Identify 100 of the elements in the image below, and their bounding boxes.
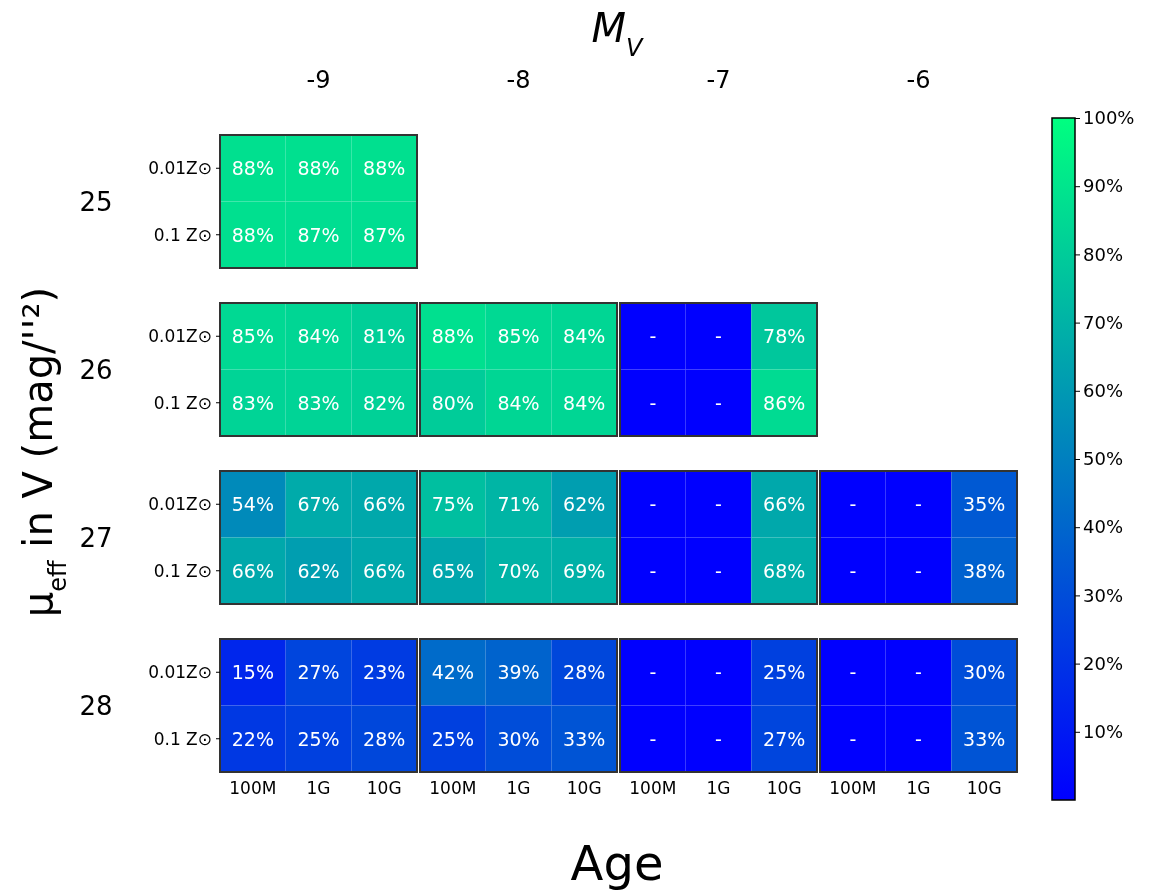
data-label: 80%	[431, 391, 474, 414]
data-label: 84%	[297, 325, 340, 348]
x2-axis-title: M$_{V}$	[591, 5, 645, 62]
x-tick-label: 1G	[906, 778, 931, 798]
data-label: 33%	[563, 727, 606, 750]
data-label: 75%	[431, 493, 474, 516]
data-label: -	[715, 493, 722, 516]
data-label: 70%	[497, 559, 540, 582]
color-bar-label: 100%	[1083, 107, 1135, 129]
data-label: 27%	[297, 661, 340, 684]
x-tick-label: 100M	[429, 778, 477, 798]
data-label: 83%	[297, 391, 340, 414]
data-label: 39%	[497, 661, 540, 684]
color-bar-label: 70%	[1083, 311, 1124, 333]
x-tick-label: 1G	[306, 778, 331, 798]
y-tick-label: 0.01Z⊙	[148, 662, 212, 683]
data-label: 88%	[363, 157, 406, 180]
data-label: -	[715, 727, 722, 750]
data-label: -	[649, 559, 657, 582]
data-label: 83%	[231, 391, 274, 414]
color-bar-label: 80%	[1083, 243, 1124, 265]
y-tick-label: 0.1 Z⊙	[153, 560, 212, 581]
data-label: 30%	[497, 727, 540, 750]
text: -9	[306, 66, 331, 94]
data-label: 66%	[363, 493, 406, 516]
data-label: -	[849, 493, 857, 516]
data-label: 66%	[763, 493, 806, 516]
x-axis-title: Age	[570, 835, 664, 891]
color-bar-label: 10%	[1083, 721, 1124, 743]
data-label: 66%	[231, 559, 274, 582]
data-label: 62%	[563, 493, 606, 516]
y-tick-label: 0.1 Z⊙	[153, 392, 212, 413]
x-tick-label: 100M	[829, 778, 877, 798]
data-label: 25%	[297, 727, 340, 750]
data-label: 88%	[431, 325, 474, 348]
data-label: 33%	[963, 727, 1006, 750]
y-tick-label: 0.01Z⊙	[148, 158, 212, 179]
data-label: 66%	[363, 559, 406, 582]
data-label: -	[649, 391, 657, 414]
data-label: 62%	[297, 559, 340, 582]
data-label: 27%	[763, 727, 806, 750]
data-label: 28%	[363, 727, 406, 750]
y-tick-label: 0.01Z⊙	[148, 494, 212, 515]
data-label: 84%	[497, 391, 540, 414]
data-label: 71%	[497, 493, 540, 516]
data-label: 85%	[497, 325, 540, 348]
data-label: -	[849, 727, 857, 750]
data-label: 23%	[363, 661, 406, 684]
data-label: -	[915, 559, 922, 582]
data-label: 84%	[563, 325, 606, 348]
text: -6	[906, 66, 931, 94]
data-label: 88%	[231, 157, 274, 180]
data-label: 84%	[563, 391, 606, 414]
x-tick-label: 1G	[706, 778, 731, 798]
text: 27	[79, 522, 113, 553]
x-tick-label: 10G	[566, 778, 602, 798]
data-label: 85%	[231, 325, 274, 348]
data-label: -	[915, 661, 922, 684]
text: 25	[79, 186, 113, 217]
data-label: -	[649, 727, 657, 750]
data-label: 54%	[231, 493, 274, 516]
data-label: 35%	[963, 493, 1006, 516]
color-bar-label: 90%	[1083, 175, 1124, 197]
data-label: 86%	[763, 391, 806, 414]
x-tick-label: 10G	[766, 778, 802, 798]
x-tick-label: 10G	[966, 778, 1002, 798]
data-label: -	[915, 493, 922, 516]
y-tick-label: 0.01Z⊙	[148, 326, 212, 347]
data-label: -	[715, 661, 722, 684]
color-bar-label: 40%	[1083, 516, 1124, 538]
x-tick-label: 10G	[366, 778, 402, 798]
x-tick-label: 1G	[506, 778, 531, 798]
data-label: 81%	[363, 325, 406, 348]
data-label: 67%	[297, 493, 340, 516]
data-label: 22%	[231, 727, 274, 750]
data-label: 42%	[431, 661, 474, 684]
data-label: 15%	[231, 661, 274, 684]
data-label: -	[715, 325, 722, 348]
data-label: -	[649, 493, 657, 516]
data-label: -	[649, 325, 657, 348]
data-label: 65%	[431, 559, 474, 582]
data-label: 69%	[563, 559, 606, 582]
text: 26	[79, 354, 113, 385]
y-tick-label: 0.1 Z⊙	[153, 224, 212, 245]
x-tick-label: 100M	[229, 778, 277, 798]
data-label: 25%	[763, 661, 806, 684]
data-label: 88%	[297, 157, 340, 180]
data-label: 82%	[363, 391, 406, 414]
data-label: 25%	[431, 727, 474, 750]
color-bar-label: 50%	[1083, 448, 1124, 470]
data-label: 87%	[297, 223, 340, 246]
color-bar-label: 30%	[1083, 584, 1124, 606]
data-label: 88%	[231, 223, 274, 246]
text: -7	[706, 66, 731, 94]
data-label: -	[649, 661, 657, 684]
y-tick-label: 0.1 Z⊙	[153, 728, 212, 749]
x-tick-label: 100M	[629, 778, 677, 798]
data-label: 68%	[763, 559, 806, 582]
data-label: 28%	[563, 661, 606, 684]
color-bar-label: 60%	[1083, 380, 1124, 402]
